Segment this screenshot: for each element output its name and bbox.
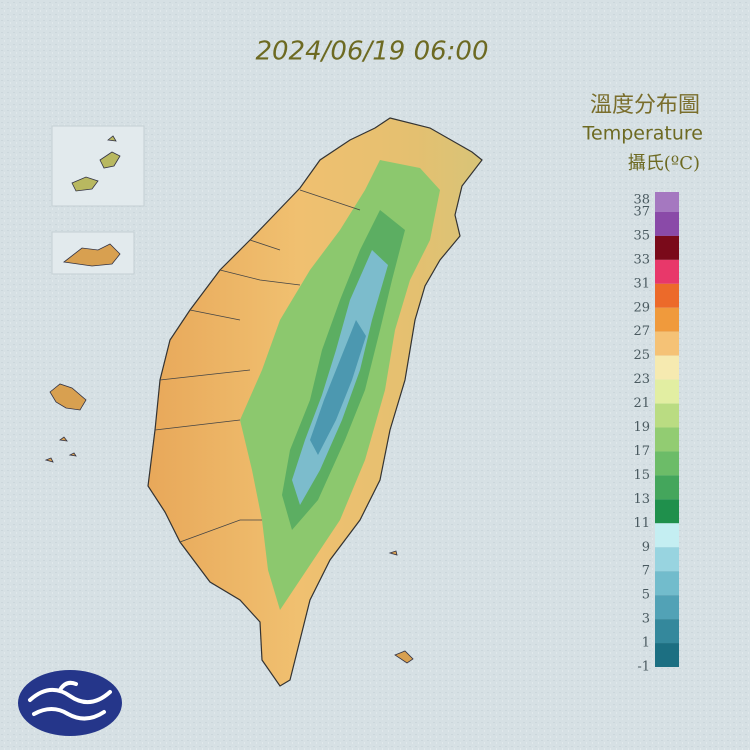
legend-tick-label: 15 (633, 468, 650, 483)
legend-tick-label: 19 (633, 420, 650, 435)
legend-unit: 攝氏(ºC) (628, 153, 700, 174)
legend-subtitle: Temperature (582, 123, 703, 145)
legend-swatch (655, 379, 679, 404)
legend-swatch (655, 235, 679, 260)
legend-swatch (655, 595, 679, 620)
legend-tick-label: 21 (633, 396, 650, 411)
legend-swatch (655, 355, 679, 380)
legend-tick-label: 13 (633, 492, 650, 507)
legend-swatch (655, 451, 679, 476)
legend-swatch (655, 283, 679, 308)
legend-tick-label: 31 (633, 276, 650, 291)
legend-tick-label: 25 (633, 348, 650, 363)
legend-tick-label: 5 (642, 588, 650, 603)
legend-swatch (655, 211, 679, 236)
legend-tick-label: -1 (637, 660, 650, 675)
inset-islands (51, 125, 145, 275)
legend-tick-label: 23 (633, 372, 650, 387)
legend-title: 溫度分布圖 (590, 93, 700, 118)
legend-tick-label: 29 (633, 300, 650, 315)
legend-tick-label: 9 (642, 540, 650, 555)
legend-swatch (655, 547, 679, 572)
legend-swatch (655, 307, 679, 332)
cwa-logo (18, 670, 122, 736)
legend-tick-label: 33 (633, 252, 650, 267)
timestamp: 2024/06/19 06:00 (255, 37, 488, 67)
legend-swatch (655, 475, 679, 500)
legend-swatch (655, 619, 679, 644)
legend-swatch (655, 427, 679, 452)
legend-swatch (655, 259, 679, 284)
taiwan-island (147, 117, 483, 687)
legend-tick-label: 1 (642, 636, 650, 651)
penghu-islands (44, 383, 414, 664)
legend-tick-label: 7 (642, 564, 650, 579)
legend-swatch (655, 499, 679, 524)
legend-swatch (655, 331, 679, 356)
legend-tick-label: 35 (633, 228, 650, 243)
legend-tick-label: 27 (633, 324, 650, 339)
legend-swatch (655, 571, 679, 596)
legend-tick-label: 3 (642, 612, 650, 627)
legend-tick-label: 37 (633, 204, 650, 219)
legend-swatch (655, 403, 679, 428)
legend-tick-label: 38 (633, 193, 650, 208)
legend-tick-label: 17 (633, 444, 650, 459)
legend-swatch (655, 643, 679, 667)
legend-tick-label: 11 (633, 516, 650, 531)
legend-swatch (655, 523, 679, 548)
legend-swatch (655, 192, 679, 212)
